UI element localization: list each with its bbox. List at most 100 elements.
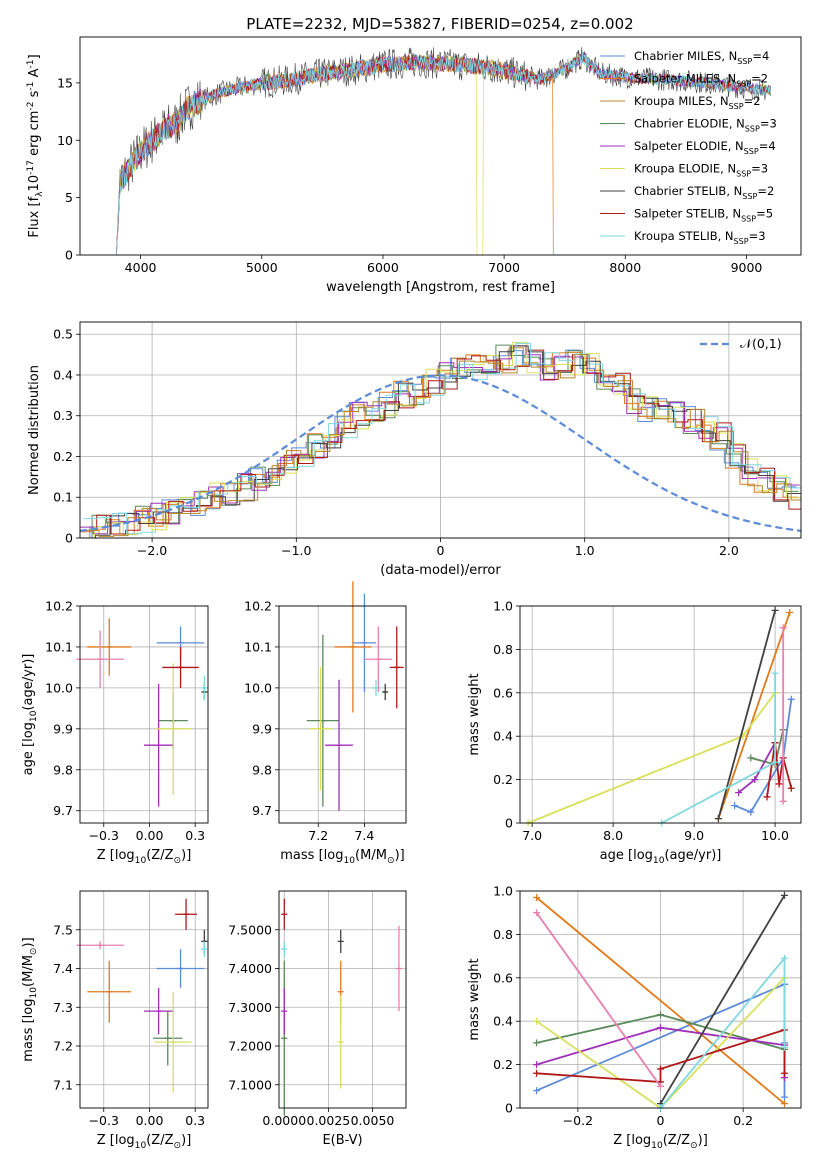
label-part: ] xyxy=(27,54,42,59)
y-tick-label: 0.2 xyxy=(493,1057,513,1072)
spectrum-line-salpeter-stelib xyxy=(116,53,772,255)
axes-frame xyxy=(519,890,802,1109)
y-tick-label: 0.2 xyxy=(53,449,73,464)
y-tick-label: 10.2 xyxy=(45,599,73,614)
weight-marker xyxy=(751,776,759,784)
label-part: E(B-V) xyxy=(322,1133,362,1148)
x-axis-label: (data-model)/error xyxy=(380,563,501,578)
y-tick-label: 0 xyxy=(65,248,73,263)
legend-entry-kroupa-miles: Kroupa MILES, NSSP​=2 xyxy=(634,94,761,111)
label-part: A xyxy=(27,68,42,81)
y-tick-label: 10.0 xyxy=(244,680,272,695)
weight-marker xyxy=(763,793,771,801)
y-tick-label: 10.1 xyxy=(244,639,272,654)
weight-marker xyxy=(780,954,788,962)
panel-age-vs-z: −0.3 0.00 0.39.79.89.910.010.110.2Z [log10… xyxy=(21,599,209,866)
weight-marker xyxy=(787,695,795,703)
label-part: SSP xyxy=(736,80,751,89)
weight-line xyxy=(659,894,786,1105)
y-tick-label: 0.4 xyxy=(53,367,73,382)
y-tick-label: 0.8 xyxy=(493,927,513,942)
x-tick-label: 9000 xyxy=(731,260,763,275)
legend-entry-salpeter-miles: Salpeter MILES, NSSP​=2 xyxy=(634,72,768,89)
panel-weight-vs-age: 7.0 8.0 9.0 10.0 0 0.2 0.4 0.6 0.8 1.0 age [log10​… xyxy=(467,599,802,866)
legend-entry-chabrier-stelib: Chabrier STELIB, NSSP​=2 xyxy=(634,184,774,201)
panel-mass-vs-z: −0.3 0.00 0.3 7.1 7.2 7.3 7.4 7.5 Z [log10​(Z/Z⊙… xyxy=(21,890,209,1151)
label-part: wavelength [Angstrom, rest frame] xyxy=(326,280,555,295)
axes-frame xyxy=(79,605,209,824)
label-part: erg cm xyxy=(27,111,42,160)
x-axis-label: Z [log10​(Z/Z⊙​)] xyxy=(97,848,192,866)
y-axis-label: Flux [fλ​10-17​ erg cm-2​ s-1​ A-1​] xyxy=(26,54,45,237)
axes-frame xyxy=(79,321,802,539)
label-part: 10 xyxy=(653,856,665,866)
label-part: s xyxy=(27,90,42,101)
weight-marker xyxy=(657,1065,664,1073)
y-tick-label: 0.8 xyxy=(493,642,513,657)
label-part: (Z/Z xyxy=(146,1133,173,1148)
label-part: SSP xyxy=(745,125,760,134)
legend-entry-kroupa-elodie: Kroupa ELODIE, NSSP​=3 xyxy=(634,162,768,179)
label-part: =2 xyxy=(751,72,768,86)
label-part: SSP xyxy=(734,237,749,246)
y-tick-label: 9.8 xyxy=(252,762,272,777)
label-part: Z [log xyxy=(613,1133,651,1148)
x-tick-label: 10.0 xyxy=(761,828,789,843)
weight-marker xyxy=(747,808,755,816)
histogram-chabrier-miles xyxy=(80,349,797,538)
y-tick-label: 0.3 xyxy=(53,408,73,423)
label-part: )] xyxy=(181,1133,191,1148)
weight-marker xyxy=(533,1069,541,1077)
normal-curve xyxy=(79,374,802,532)
label-part: SSP xyxy=(736,170,751,179)
histogram-kroupa-miles xyxy=(84,354,801,537)
label-part: -2 xyxy=(26,102,36,111)
label-part: =5 xyxy=(756,207,773,221)
label-part: 10 xyxy=(343,856,355,866)
x-tick-label: 0.0050 xyxy=(351,1113,395,1128)
weight-marker xyxy=(533,1087,541,1095)
y-tick-label: 0.6 xyxy=(493,970,513,985)
x-tick-label: 0.0025 xyxy=(307,1113,351,1128)
y-tick-label: 5 xyxy=(65,190,73,205)
label-part: Salpeter MILES, N xyxy=(634,72,736,86)
weight-marker xyxy=(533,1039,541,1047)
x-tick-label: 0.00 xyxy=(136,828,164,843)
label-part: Chabrier STELIB, N xyxy=(634,184,742,198)
x-tick-label: −0.3 xyxy=(89,1113,119,1128)
label-part: ⊙ xyxy=(387,856,395,866)
label-part: ⊙ xyxy=(690,1141,698,1151)
y-axis-label: mass weight xyxy=(467,958,482,1040)
label-part: (data-model)/error xyxy=(380,563,501,578)
label-part: (M/M xyxy=(355,848,387,863)
label-part: Salpeter STELIB, N xyxy=(634,207,741,221)
y-tick-label: 15 xyxy=(57,75,73,90)
y-tick-label: 0.2 xyxy=(493,772,513,787)
legend-entry-normal: 𝒩(0,1) xyxy=(740,336,782,351)
weight-marker xyxy=(786,609,794,617)
y-tick-label: 0 xyxy=(505,816,513,831)
weight-line xyxy=(535,912,662,1087)
weight-marker xyxy=(735,789,743,797)
y-tick-label: 10 xyxy=(57,133,73,148)
weight-marker xyxy=(657,1011,664,1019)
label-part: ⊙ xyxy=(174,856,182,866)
label-part: 𝒩(0,1) xyxy=(740,336,782,351)
y-tick-label: 7.4000 xyxy=(228,961,272,976)
label-part: ⊙ xyxy=(174,1141,182,1151)
y-tick-label: 7.5000 xyxy=(228,922,272,937)
label-part: 10 xyxy=(651,1141,663,1151)
weight-marker xyxy=(780,1093,788,1101)
label-part: mass [log xyxy=(21,999,36,1062)
label-part: Chabrier ELODIE, N xyxy=(634,117,745,131)
axes-frame xyxy=(79,890,209,1109)
y-tick-label: 0 xyxy=(505,1101,513,1116)
label-part: -1 xyxy=(26,59,36,68)
x-tick-label: 0.3 xyxy=(185,828,205,843)
label-part: =4 xyxy=(752,49,769,63)
label-part: )] xyxy=(698,1133,708,1148)
axes-frame xyxy=(519,605,802,824)
axes-frame xyxy=(278,605,407,824)
label-part: Chabrier MILES, N xyxy=(634,49,737,63)
label-part: Z [log xyxy=(97,848,135,863)
